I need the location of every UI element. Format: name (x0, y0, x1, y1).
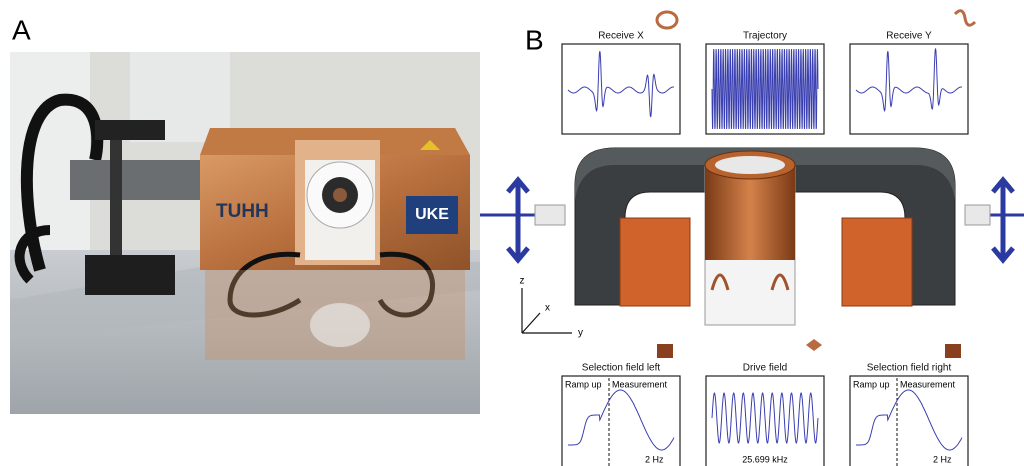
plot-frame (849, 375, 969, 466)
axes-triad (521, 288, 572, 334)
waveform (567, 51, 674, 118)
plot-title: Selection field left (582, 363, 661, 374)
magnet (480, 147, 1024, 326)
plot-frame (849, 43, 969, 135)
annotation: Ramp up (565, 379, 602, 389)
icons (655, 9, 977, 358)
waveform (855, 48, 962, 112)
photo (10, 52, 480, 414)
plot-title: Receive Y (886, 31, 932, 42)
logo-text: UKE (415, 206, 449, 223)
annotation: Ramp up (853, 379, 890, 389)
axis-label: y (578, 328, 583, 339)
annotation: Measurement (612, 379, 668, 389)
plot-title: Selection field right (867, 363, 952, 374)
plot-frame (561, 375, 681, 466)
annotation: 2 Hz (645, 454, 664, 464)
waveform (856, 389, 963, 451)
annotation: Measurement (900, 379, 956, 389)
logo-text: TUHH (216, 201, 269, 222)
plot-title: Receive X (598, 31, 644, 42)
plot-frame (561, 43, 681, 135)
waveform (711, 392, 819, 444)
axis-label: x (545, 303, 550, 314)
waveform (711, 48, 819, 130)
panel-label: A (12, 14, 31, 45)
annotation: 2 Hz (933, 454, 952, 464)
waveform (568, 389, 675, 451)
axis-label: z (520, 276, 525, 287)
annotation: 25.699 kHz (742, 454, 788, 464)
plot-title: Drive field (743, 363, 787, 374)
plot-title: Trajectory (743, 31, 787, 42)
panel-label: B (525, 24, 544, 55)
